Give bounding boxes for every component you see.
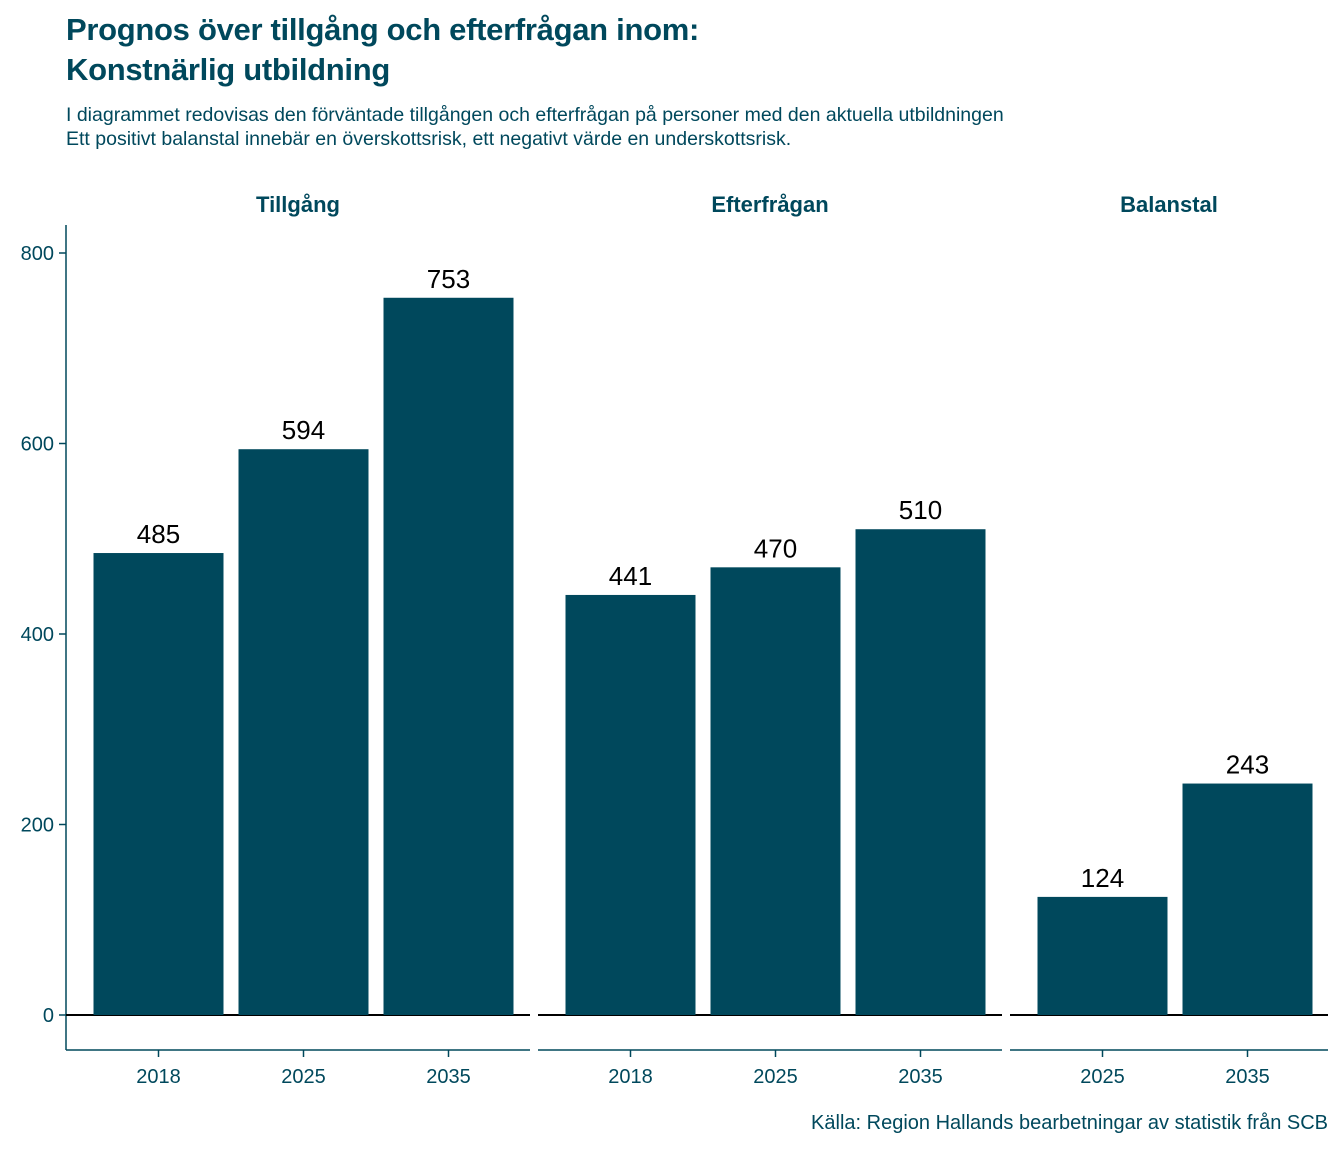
data-label: 753 [427,264,470,294]
data-label: 441 [609,561,652,591]
data-label: 485 [137,519,180,549]
y-tick-label: 600 [21,434,54,456]
x-tick-label: 2025 [1080,1066,1125,1088]
chart-title: Prognos över tillgång och efterfrågan in… [66,10,699,90]
facet-2: Efterfrågan 441 2018 470 2025 510 2035 [538,192,1002,1088]
bar [855,529,986,1015]
chart-title-line-2: Konstnärlig utbildning [66,52,391,87]
data-label: 124 [1081,863,1124,893]
chart-subtitle-line-2: Ett positivt balanstal innebär en översk… [66,128,792,150]
bar [1182,783,1313,1015]
bar [238,449,369,1016]
bar [565,594,696,1015]
y-tick-label: 0 [43,1005,54,1027]
data-label: 243 [1226,750,1269,780]
facet-1: Tillgång 485 2018 594 2025 753 2035 [66,192,530,1088]
x-tick-label: 2018 [136,1066,181,1088]
facet-3: Balanstal 124 2025 243 2035 [1010,192,1328,1088]
x-tick-label: 2025 [753,1066,798,1088]
x-tick-label: 2018 [608,1066,653,1088]
y-tick-label: 800 [21,243,54,265]
bar [383,297,514,1016]
y-tick-label: 200 [21,815,54,837]
facet-title: Balanstal [1120,192,1218,217]
x-tick-label: 2035 [426,1066,471,1088]
y-tick-label: 400 [21,624,54,646]
source-caption: Källa: Region Hallands bearbetningar av … [811,1112,1328,1134]
chart-subtitle: I diagrammet redovisas den förväntade ti… [66,103,1004,151]
x-tick-label: 2035 [1225,1066,1270,1088]
facet-title: Efterfrågan [711,192,828,217]
chart-title-line-1: Prognos över tillgång och efterfrågan in… [66,12,699,47]
bar [1037,896,1168,1015]
bar [93,553,224,1015]
data-label: 594 [282,415,325,445]
data-label: 470 [754,533,797,563]
x-tick-label: 2035 [898,1066,943,1088]
facet-title: Tillgång [256,192,340,217]
chart-subtitle-line-1: I diagrammet redovisas den förväntade ti… [66,104,1004,126]
bar [710,567,841,1015]
x-tick-label: 2025 [281,1066,326,1088]
data-label: 510 [899,495,942,525]
